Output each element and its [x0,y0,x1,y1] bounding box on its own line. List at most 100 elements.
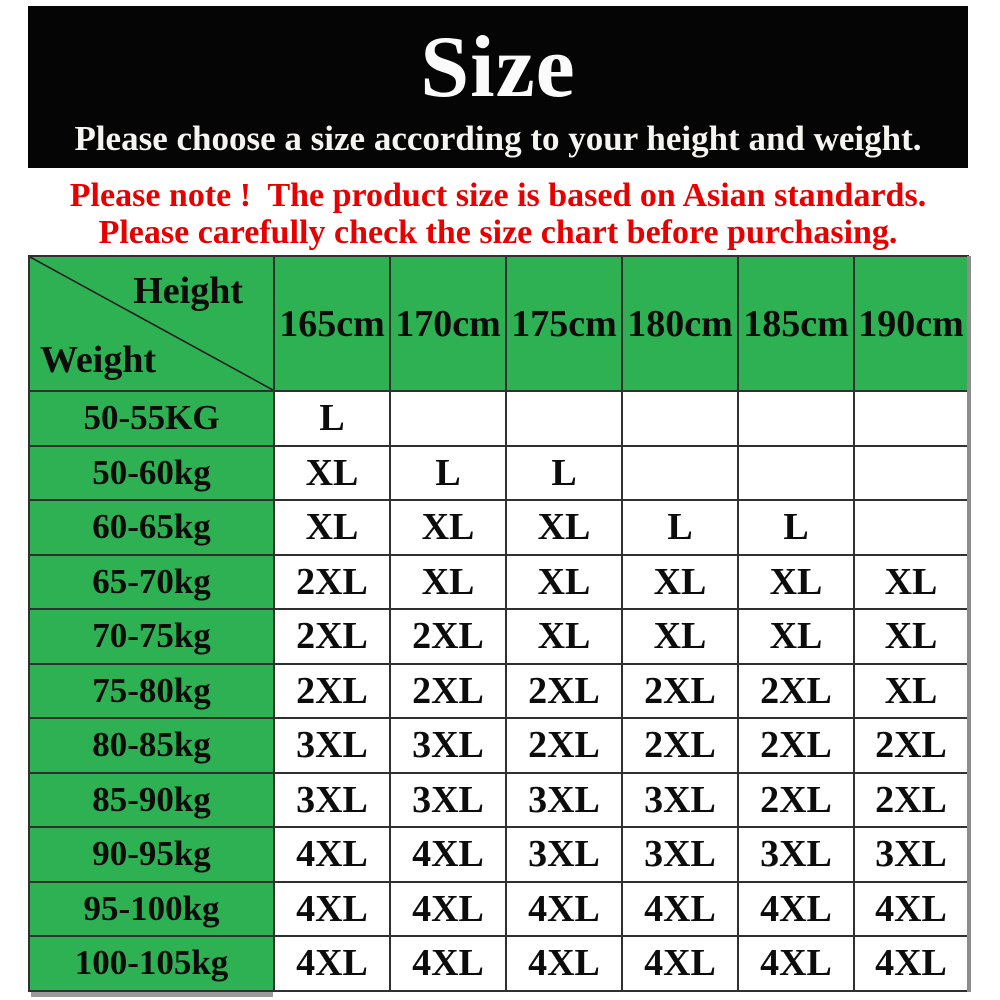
size-value-cell [621,444,739,501]
size-value-cell [621,390,739,447]
size-value-cell: 4XL [389,935,507,992]
size-value-cell: 3XL [505,771,623,828]
weight-label-cell: 80-85kg [28,717,275,774]
size-value-cell: 3XL [389,717,507,774]
size-value-cell: 2XL [737,771,855,828]
size-value-cell: 2XL [505,717,623,774]
size-value-cell: XL [505,499,623,556]
size-value-cell: XL [853,608,969,665]
weight-label-cell: 70-75kg [28,608,275,665]
size-value-cell: XL [621,553,739,610]
table-row: 90-95kg 4XL 4XL 3XL 3XL 3XL 3XL [28,826,969,883]
weight-label-cell: 50-60kg [28,444,275,501]
notice-line-2: Please carefully check the size chart be… [98,214,898,251]
size-value-cell: 3XL [621,771,739,828]
size-value-cell: L [505,444,623,501]
table-row: 65-70kg 2XL XL XL XL XL XL [28,553,969,610]
corner-label-weight: Weight [40,339,157,381]
size-value-cell: 2XL [389,662,507,719]
weight-label-cell: 85-90kg [28,771,275,828]
weight-label-cell: 75-80kg [28,662,275,719]
table-row: 60-65kg XL XL XL L L [28,499,969,556]
weight-label-cell: 65-70kg [28,553,275,610]
size-value-cell: 4XL [389,880,507,937]
size-value-cell: 4XL [621,935,739,992]
size-value-cell: 2XL [737,717,855,774]
size-value-cell: 4XL [389,826,507,883]
size-value-cell: 4XL [505,935,623,992]
size-value-cell: 2XL [621,662,739,719]
column-header-190cm: 190cm [853,255,969,392]
table-header-row: Height Weight 165cm 170cm 175cm 180cm 18… [28,255,969,392]
size-value-cell: XL [505,553,623,610]
size-value-cell: XL [737,608,855,665]
table-right-shadow [967,256,971,992]
size-value-cell [737,390,855,447]
table-row: 75-80kg 2XL 2XL 2XL 2XL 2XL XL [28,662,969,719]
table-row: 70-75kg 2XL 2XL XL XL XL XL [28,608,969,665]
size-value-cell [505,390,623,447]
table-row: 95-100kg 4XL 4XL 4XL 4XL 4XL 4XL [28,880,969,937]
column-header-180cm: 180cm [621,255,739,392]
size-value-cell: 4XL [621,880,739,937]
size-value-cell [737,444,855,501]
size-value-cell [853,444,969,501]
header-banner: Size Please choose a size according to y… [28,6,968,168]
size-value-cell: 3XL [853,826,969,883]
size-value-cell: 2XL [389,608,507,665]
size-value-cell: 2XL [853,717,969,774]
size-value-cell: L [737,499,855,556]
size-value-cell: 3XL [273,771,391,828]
notice-line-1: Please note ! The product size is based … [69,177,927,214]
column-header-175cm: 175cm [505,255,623,392]
size-value-cell: 2XL [273,608,391,665]
size-value-cell: L [621,499,739,556]
size-value-cell: XL [505,608,623,665]
header-subtitle: Please choose a size according to your h… [74,119,922,158]
table-bottom-shadow [31,992,273,997]
weight-label-cell: 60-65kg [28,499,275,556]
size-value-cell: XL [389,553,507,610]
page-title: Size [420,19,576,116]
column-header-185cm: 185cm [737,255,855,392]
size-value-cell: 3XL [737,826,855,883]
size-value-cell: 4XL [505,880,623,937]
size-value-cell [389,390,507,447]
table-row: 100-105kg 4XL 4XL 4XL 4XL 4XL 4XL [28,935,969,992]
diagonal-divider-line [30,257,273,390]
column-header-170cm: 170cm [389,255,507,392]
size-value-cell: 2XL [621,717,739,774]
corner-cell: Height Weight [28,255,275,392]
size-value-cell: 4XL [737,935,855,992]
notice-block: Please note ! The product size is based … [28,168,968,255]
size-value-cell: 3XL [273,717,391,774]
size-value-cell: 2XL [505,662,623,719]
weight-label-cell: 100-105kg [28,935,275,992]
table-row: 50-55KG L [28,390,969,447]
size-value-cell: 2XL [273,553,391,610]
size-value-cell: XL [853,662,969,719]
size-value-cell: 2XL [737,662,855,719]
size-value-cell: L [273,390,391,447]
size-value-cell: XL [737,553,855,610]
table-row: 80-85kg 3XL 3XL 2XL 2XL 2XL 2XL [28,717,969,774]
size-value-cell: L [389,444,507,501]
size-value-cell: XL [273,444,391,501]
corner-label-height: Height [133,270,243,312]
weight-label-cell: 95-100kg [28,880,275,937]
size-value-cell: 4XL [853,935,969,992]
size-value-cell: XL [389,499,507,556]
size-value-cell: 4XL [273,826,391,883]
table-row: 85-90kg 3XL 3XL 3XL 3XL 2XL 2XL [28,771,969,828]
size-value-cell: 3XL [621,826,739,883]
size-value-cell: 2XL [853,771,969,828]
size-value-cell: 2XL [273,662,391,719]
size-value-cell: 4XL [737,880,855,937]
table-row: 50-60kg XL L L [28,444,969,501]
size-value-cell: XL [853,553,969,610]
size-value-cell: 4XL [273,880,391,937]
size-table: Height Weight 165cm 170cm 175cm 180cm 18… [28,255,969,992]
size-value-cell: XL [273,499,391,556]
size-value-cell [853,390,969,447]
